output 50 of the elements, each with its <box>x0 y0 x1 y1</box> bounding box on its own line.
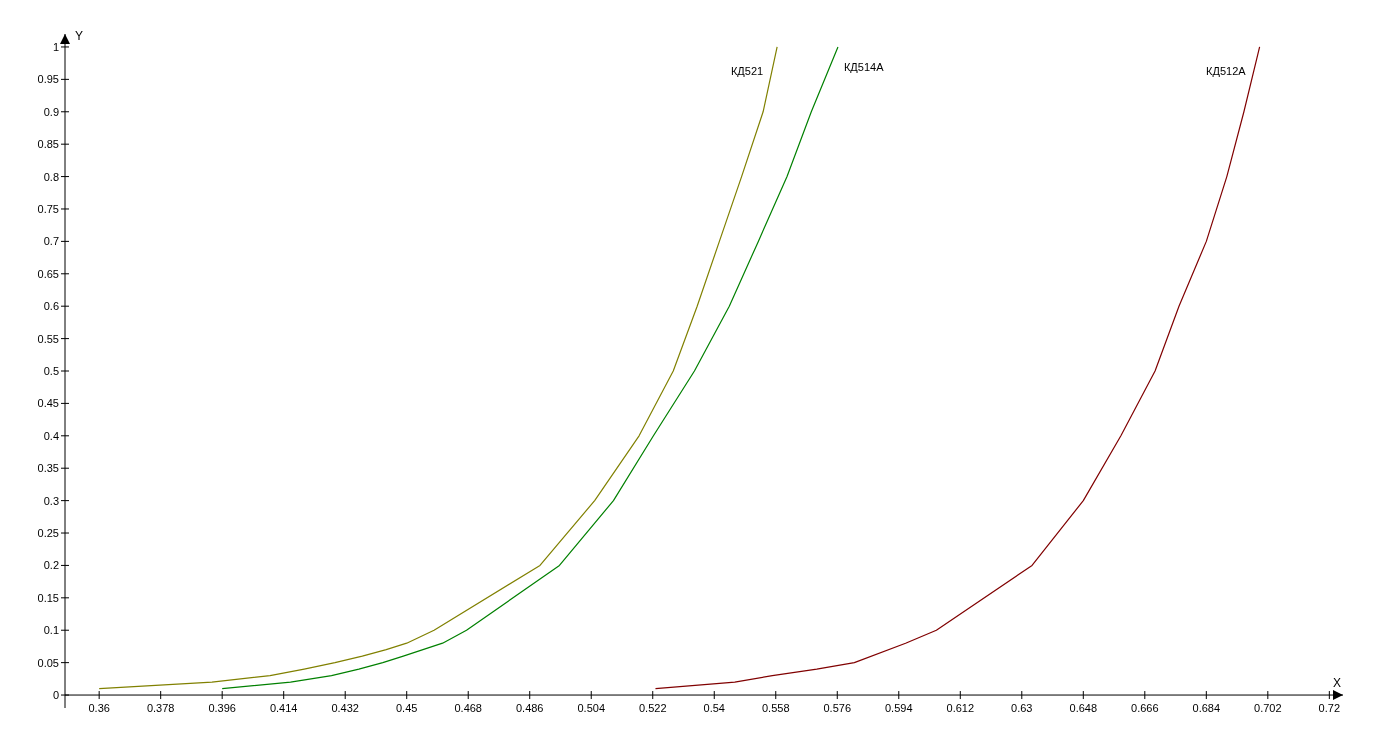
x-tick-label: 0.468 <box>454 702 482 715</box>
y-tick-label: 0.3 <box>43 494 59 507</box>
line-series <box>221 46 839 690</box>
y-axis-title: Y <box>75 29 84 43</box>
x-tick-label: 0.72 <box>1318 702 1341 715</box>
x-tick-label: 0.378 <box>146 702 175 715</box>
y-tick-label: 0.15 <box>37 591 59 604</box>
x-axis-title: X <box>1332 676 1342 691</box>
x-tick-label: 0.54 <box>703 702 725 715</box>
y-tick-label: 0.85 <box>37 138 59 151</box>
series-label: КД512А <box>1206 64 1247 77</box>
series-label: КД521 <box>730 64 764 77</box>
y-tick-label: 0.9 <box>43 105 59 118</box>
line-series <box>654 46 1261 690</box>
x-tick-label: 0.36 <box>88 702 110 715</box>
y-tick-label: 0.5 <box>43 365 59 377</box>
y-tick-label: 0.2 <box>43 559 59 572</box>
x-tick-label: 0.486 <box>515 702 544 715</box>
x-tick-label: 0.45 <box>396 702 418 715</box>
line-series <box>98 46 778 690</box>
x-tick-label: 0.504 <box>577 702 605 715</box>
y-tick-label: 0 <box>52 689 59 702</box>
y-tick-label: 0.6 <box>43 300 59 313</box>
y-tick-label: 0.65 <box>37 267 59 280</box>
x-tick-label: 0.594 <box>885 702 913 715</box>
y-tick-label: 0.45 <box>37 397 59 410</box>
y-tick-label: 0.55 <box>37 332 59 345</box>
y-tick-label: 0.1 <box>43 624 59 637</box>
x-tick-label: 0.576 <box>823 702 852 715</box>
y-tick-label: 0.75 <box>37 202 59 215</box>
y-tick-label: 0.35 <box>37 462 59 475</box>
x-tick-label: 0.648 <box>1069 702 1098 715</box>
x-tick-label: 0.612 <box>946 702 975 715</box>
x-tick-label: 0.684 <box>1192 702 1221 715</box>
x-tick-label: 0.558 <box>761 702 790 715</box>
y-tick-label: 0.8 <box>43 170 59 183</box>
x-tick-label: 0.522 <box>638 702 667 715</box>
x-tick-label: 0.432 <box>331 702 359 715</box>
x-tick-label: 0.63 <box>1011 702 1033 715</box>
x-tick-label: 0.702 <box>1254 702 1282 715</box>
y-tick-label: 0.05 <box>37 656 59 669</box>
x-tick-label: 0.666 <box>1131 702 1159 715</box>
y-tick-label: 0.7 <box>43 235 59 248</box>
y-tick-label: 1 <box>52 40 59 53</box>
x-tick-label: 0.414 <box>269 702 298 715</box>
y-tick-label: 0.4 <box>43 429 59 442</box>
series-label: КД514А <box>843 60 885 73</box>
y-tick-label: 0.95 <box>37 73 59 86</box>
y-tick-label: 0.25 <box>37 527 59 540</box>
x-tick-label: 0.396 <box>208 702 236 715</box>
